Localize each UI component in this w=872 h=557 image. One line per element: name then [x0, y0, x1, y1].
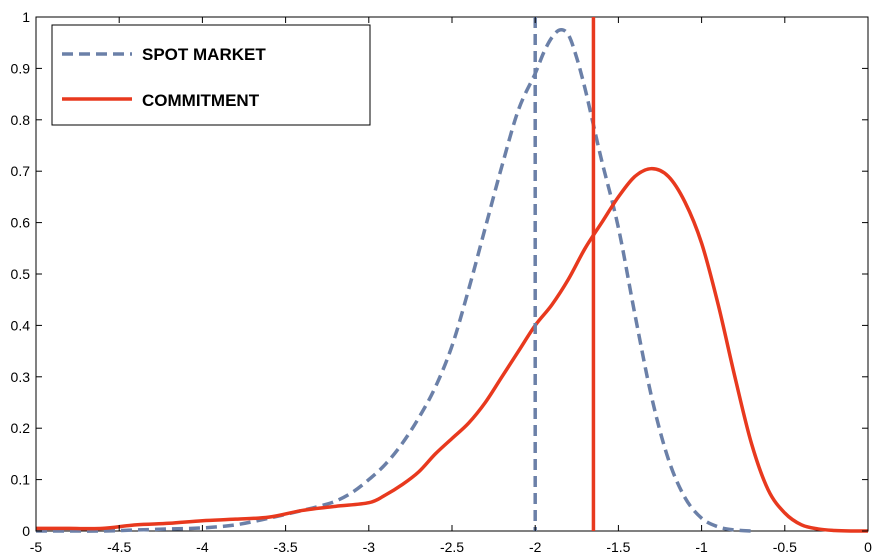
- legend-label-spot-market: SPOT MARKET: [142, 45, 266, 64]
- y-tick-label: 1: [22, 9, 30, 25]
- x-tick-label: -0.5: [773, 539, 797, 555]
- legend-label-commitment: COMMITMENT: [142, 91, 260, 110]
- x-tick-label: -2: [529, 539, 542, 555]
- y-tick-label: 0.9: [11, 60, 31, 76]
- y-tick-label: 0.7: [11, 163, 31, 179]
- x-axis-ticks: -5 -4.5 -4 -3.5 -3 -2.5 -2 -1.5 -1 -0.5 0: [30, 17, 872, 555]
- x-tick-label: -3: [363, 539, 376, 555]
- x-tick-label: -5: [30, 539, 43, 555]
- y-tick-label: 0.1: [11, 472, 31, 488]
- y-tick-label: 0.4: [11, 317, 31, 333]
- y-tick-label: 0.6: [11, 215, 31, 231]
- vertical-lines: [533, 17, 596, 531]
- x-tick-label: 0: [864, 539, 872, 555]
- x-tick-label: -4.5: [107, 539, 131, 555]
- x-tick-label: -1: [695, 539, 708, 555]
- y-tick-label: 0.3: [11, 369, 31, 385]
- x-tick-label: -2.5: [440, 539, 464, 555]
- x-tick-label: -3.5: [274, 539, 298, 555]
- y-tick-label: 0.5: [11, 266, 31, 282]
- x-tick-label: -4: [196, 539, 209, 555]
- x-tick-label: -1.5: [606, 539, 630, 555]
- y-tick-label: 0.8: [11, 112, 31, 128]
- legend: SPOT MARKET COMMITMENT: [51, 24, 371, 126]
- series-line-spot-market: [36, 28, 752, 533]
- legend-box: [51, 24, 371, 126]
- y-tick-label: 0: [22, 523, 30, 539]
- y-tick-label: 0.2: [11, 420, 31, 436]
- y-axis-ticks: 0 0.1 0.2 0.3 0.4 0.5 0.6 0.7 0.8 0.9 1: [11, 9, 868, 539]
